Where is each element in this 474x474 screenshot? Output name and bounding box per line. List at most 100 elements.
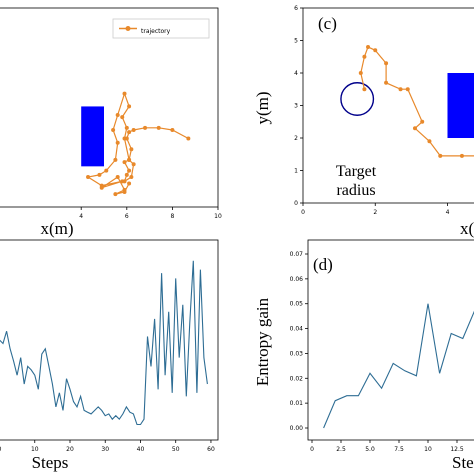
x-tick-label-d: 5.0 xyxy=(365,446,375,453)
plot-frame-a xyxy=(0,7,219,208)
trajectory-point-a xyxy=(124,172,129,177)
panel-label-d: (d) xyxy=(313,255,333,274)
target-circle-c xyxy=(340,82,375,116)
obstacle-rect-a xyxy=(81,106,104,167)
trajectory-point-a xyxy=(131,127,136,132)
legend-a: trajectory xyxy=(112,18,210,39)
x-tick-label-b: 20 xyxy=(66,446,74,453)
panel-d: 0.00 0.01 0.02 0.03 0.04 0.05 0.06 0.07 0 2.5 5.0 7… xyxy=(253,239,474,472)
legend-marker-a xyxy=(125,26,131,31)
legend-label-a: trajectory xyxy=(141,28,171,35)
y-tick-label-d: 0.07 xyxy=(290,251,304,258)
trajectory-point-a xyxy=(99,185,104,190)
trajectory-point-c xyxy=(358,71,363,75)
trajectory-point-c xyxy=(459,153,464,158)
trajectory-point-a xyxy=(111,127,116,132)
x-tick-label-b: 30 xyxy=(101,446,109,453)
trajectory-point-c xyxy=(373,48,378,53)
trajectory-point-c xyxy=(427,139,432,144)
x-tick-label-c: 2 xyxy=(373,209,377,216)
plot-frame-b xyxy=(0,239,219,441)
x-tick-label-a: 6 xyxy=(125,213,129,220)
trajectory-point-a xyxy=(122,160,127,165)
series-line-d xyxy=(323,303,474,429)
x-tick-label-a: 10 xyxy=(214,213,222,220)
trajectory-point-a xyxy=(122,136,127,141)
y-axis-label-c: y(m) xyxy=(253,91,272,124)
series-line-b xyxy=(0,260,208,426)
trajectory-point-a xyxy=(115,175,120,180)
trajectory-point-c xyxy=(398,87,403,92)
trajectory-point-c xyxy=(362,54,367,59)
x-tick-label-b: 40 xyxy=(137,446,145,453)
trajectory-point-a xyxy=(122,91,127,96)
trajectory-point-c xyxy=(405,87,410,92)
trajectory-point-a xyxy=(104,168,109,173)
trajectory-point-c xyxy=(366,45,371,49)
trajectory-point-a xyxy=(113,157,118,162)
y-tick-label-d: 0.01 xyxy=(290,400,304,407)
x-axis-label-a: x(m) xyxy=(40,219,73,238)
x-tick-label-d: 2.5 xyxy=(336,446,346,453)
panel-b: 0 10 20 30 40 50 60 Steps xyxy=(0,239,219,472)
trajectory-point-c xyxy=(384,80,389,85)
x-tick-label-c: 4 xyxy=(446,209,450,216)
trajectory-point-a xyxy=(113,192,118,197)
y-tick-label-d: 0.06 xyxy=(290,276,304,283)
x-tick-label-d: 0 xyxy=(310,446,314,453)
trajectory-point-a xyxy=(127,157,132,162)
panel-c: 0 2 4 0 1 2 3 4 5 6 (c) y(m) x(m Target radius xyxy=(253,5,474,238)
y-tick-label-c: 0 xyxy=(294,200,298,207)
obstacle-rect-c xyxy=(447,73,474,138)
trajectory-point-a xyxy=(186,136,191,141)
x-axis-label-d: Step xyxy=(452,453,474,472)
y-tick-label-d: 0.05 xyxy=(290,301,304,308)
x-tick-label-a: 4 xyxy=(79,213,83,220)
panel-a: 4 6 8 10 x(m) trajectory xyxy=(0,7,222,238)
trajectory-point-a xyxy=(127,168,132,173)
y-tick-label-c: 6 xyxy=(294,5,298,12)
x-tick-label-c: 0 xyxy=(301,209,305,216)
annotation-line1-c: Target xyxy=(336,163,377,180)
y-tick-label-d: 0.03 xyxy=(290,350,304,357)
trajectory-point-c xyxy=(384,61,389,66)
y-axis-label-d: Entropy gain xyxy=(253,297,272,386)
x-tick-label-d: 10 xyxy=(424,446,432,453)
y-tick-label-d: 0.00 xyxy=(290,425,304,432)
trajectory-point-a xyxy=(124,125,129,130)
trajectory-point-c xyxy=(412,126,417,131)
trajectory-point-a xyxy=(127,181,132,186)
y-tick-label-c: 5 xyxy=(294,38,298,45)
y-tick-label-c: 3 xyxy=(294,103,298,110)
trajectory-point-a xyxy=(127,104,132,109)
trajectory-point-a xyxy=(129,175,134,180)
trajectory-point-a xyxy=(97,172,102,177)
panel-label-c: (c) xyxy=(318,14,337,33)
trajectory-point-a xyxy=(156,125,161,130)
trajectory-point-c xyxy=(420,119,425,124)
trajectory-point-a xyxy=(129,147,134,152)
y-tick-label-c: 1 xyxy=(294,168,298,175)
trajectory-point-a xyxy=(86,175,91,180)
trajectory-point-c xyxy=(362,87,367,92)
trajectory-point-a xyxy=(170,127,175,132)
trajectory-point-a xyxy=(115,140,120,145)
y-tick-label-d: 0.04 xyxy=(290,326,304,333)
x-tick-label-d: 7.5 xyxy=(394,446,404,453)
x-tick-label-b: 60 xyxy=(207,446,215,453)
trajectory-point-a xyxy=(131,162,136,167)
trajectory-point-a xyxy=(120,179,125,184)
x-tick-label-a: 8 xyxy=(170,213,174,220)
y-tick-label-c: 4 xyxy=(294,70,298,77)
trajectory-point-a xyxy=(122,190,127,195)
x-tick-label-b: 10 xyxy=(31,446,39,453)
x-axis-label-c: x(m xyxy=(460,219,474,238)
x-tick-label-d: 12.5 xyxy=(450,446,464,453)
x-tick-label-b: 50 xyxy=(172,446,180,453)
trajectory-point-a xyxy=(143,125,148,130)
y-tick-label-d: 0.02 xyxy=(290,375,304,382)
trajectory-point-a xyxy=(120,115,125,120)
trajectory-point-c xyxy=(438,153,443,158)
annotation-line2-c: radius xyxy=(336,182,375,199)
